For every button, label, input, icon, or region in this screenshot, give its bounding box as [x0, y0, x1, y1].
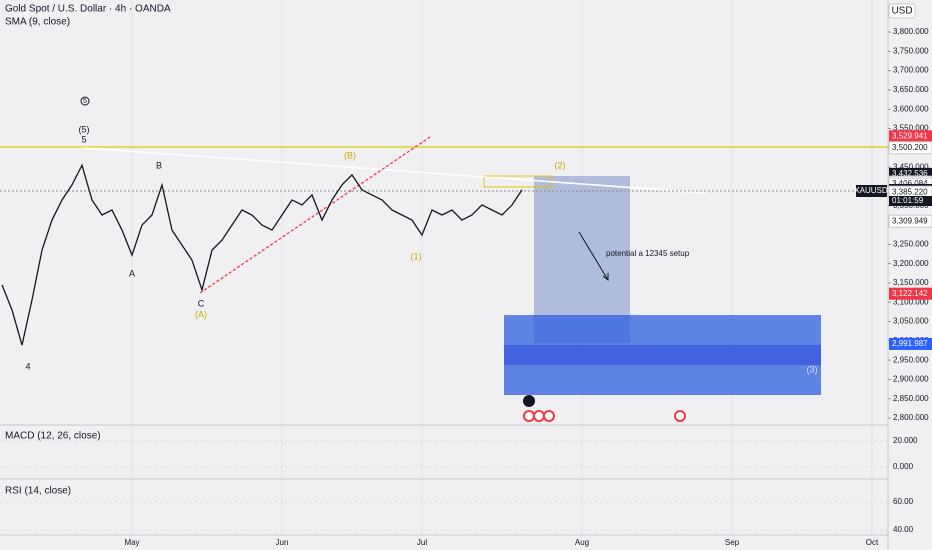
y-tick-label: 3,200.000: [893, 259, 929, 268]
y-tick-label: 20.000: [893, 436, 918, 445]
countdown: 01:01:59: [892, 196, 924, 205]
price-tag-label: 2,991.987: [892, 339, 928, 348]
price-tag-label: 3,500.200: [892, 143, 928, 152]
price-tag-label: 3,432.536: [892, 169, 928, 178]
x-tick-label: Jul: [417, 538, 427, 547]
note: potential a 12345 setup: [606, 249, 690, 258]
wave-label: (A): [195, 309, 207, 319]
y-tick-label: 3,800.000: [893, 27, 929, 36]
y-tick-label: 3,600.000: [893, 104, 929, 113]
trend-line: [199, 136, 431, 294]
y-tick-label: 3,100.000: [893, 297, 929, 306]
indicator-legend: SMA (9, close): [5, 17, 70, 28]
wave-label: (2): [555, 160, 566, 170]
wave-label: B: [156, 160, 162, 170]
x-tick-label: Jun: [276, 538, 289, 547]
wave-label: (B): [344, 150, 356, 160]
symbol-tag: [856, 185, 887, 197]
trend-line: [83, 147, 707, 194]
y-tick-label: 2,950.000: [893, 355, 929, 364]
wave-label: C: [198, 298, 205, 308]
currency[interactable]: USD: [891, 6, 912, 17]
zone: [504, 345, 821, 365]
y-tick-label: 3,050.000: [893, 317, 929, 326]
wave-label: 4: [25, 361, 30, 371]
y-tick-label: 0.000: [893, 462, 914, 471]
price-tag: [889, 130, 932, 143]
countdown-bg: [889, 195, 932, 206]
y-tick-label: 3,550.000: [893, 124, 929, 133]
price-tag-label: 3,406.084: [892, 179, 928, 188]
wave-label: (5): [79, 124, 90, 134]
wave-label: (1): [411, 251, 422, 261]
price-tag-label: 3,385.220: [892, 187, 928, 196]
price-line: [1, 163, 523, 346]
currency-button[interactable]: [888, 3, 916, 19]
wave-label: 5: [81, 134, 86, 144]
price-tag-label: 3,122.142: [892, 289, 928, 298]
chart-title: Gold Spot / U.S. Dollar · 4h · OANDA: [5, 4, 171, 15]
event-icon[interactable]: [543, 410, 555, 422]
event-icon[interactable]: [674, 410, 686, 422]
macd-title: MACD (12, 26, close): [5, 431, 101, 442]
x-tick-label: May: [124, 538, 139, 547]
price-tag-label: 3,309.949: [892, 216, 928, 225]
x-tick-label: Aug: [575, 538, 589, 547]
y-tick-label: 2,850.000: [893, 394, 929, 403]
price-tag: [888, 214, 932, 228]
arrow-head: [602, 273, 609, 282]
symbol: XAUUSD: [854, 186, 888, 195]
rsi-title: RSI (14, close): [5, 486, 71, 497]
y-tick-label: 3,150.000: [893, 278, 929, 287]
zone: [504, 365, 821, 395]
wave-label: 5: [83, 98, 87, 105]
circle: [80, 96, 90, 106]
y-tick-label: 3,750.000: [893, 46, 929, 55]
y-tick-label: 3,450.000: [893, 162, 929, 171]
wave-label: (3): [807, 364, 818, 374]
arrow: [578, 231, 609, 281]
event-icon[interactable]: [523, 410, 535, 422]
event-icon[interactable]: [533, 410, 545, 422]
price-tag: [889, 287, 932, 300]
y-tick-label: 40.00: [893, 525, 914, 534]
zone: [504, 315, 821, 345]
y-tick-label: 3,700.000: [893, 66, 929, 75]
y-tick-label: 2,800.000: [893, 413, 929, 422]
y-tick-label: 3,650.000: [893, 85, 929, 94]
x-tick-label: Sep: [725, 538, 740, 547]
price-tag: [888, 141, 932, 155]
x-tick-label: Oct: [866, 538, 879, 547]
y-tick-label: 2,900.000: [893, 375, 929, 384]
event-icon[interactable]: [523, 395, 535, 407]
y-tick-label: 60.00: [893, 497, 914, 506]
price-tag-label: 3,529.941: [892, 131, 928, 140]
y-tick-label: 3,250.000: [893, 239, 929, 248]
price-tag: [889, 337, 932, 350]
wave-label: A: [129, 268, 135, 278]
